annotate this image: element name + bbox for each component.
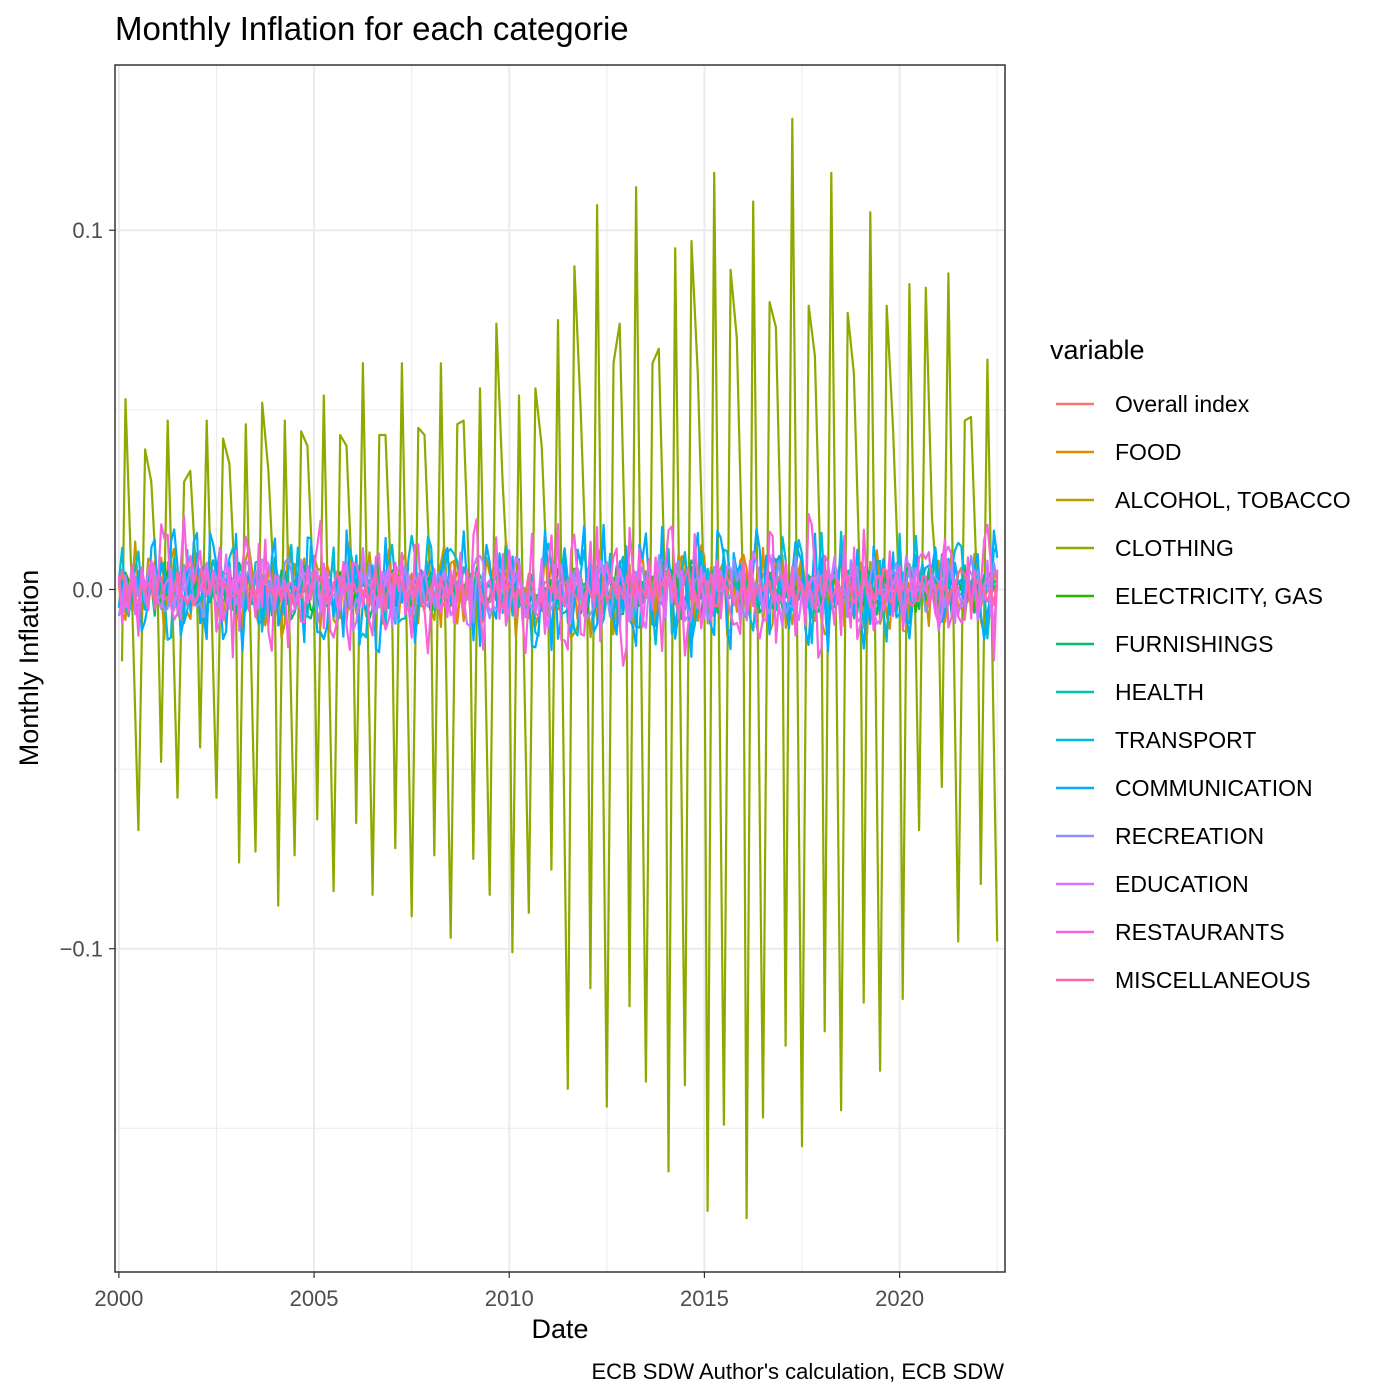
y-tick-label: −0.1	[60, 937, 103, 962]
legend-label: FOOD	[1115, 439, 1181, 465]
legend-label: ELECTRICITY, GAS	[1115, 583, 1323, 609]
legend-label: TRANSPORT	[1115, 727, 1256, 753]
legend-label: COMMUNICATION	[1115, 775, 1313, 801]
plot-background	[115, 65, 1005, 1272]
legend-title: variable	[1050, 335, 1145, 365]
legend-label: RESTAURANTS	[1115, 919, 1285, 945]
legend-label: FURNISHINGS	[1115, 631, 1273, 657]
x-axis: 2000 2005 2010 2015 2020	[94, 1272, 924, 1311]
series-line-miscellaneous	[117, 567, 999, 612]
series-lines	[117, 117, 999, 1220]
x-tick-label: 2015	[680, 1286, 729, 1311]
legend-items: Overall index FOOD ALCOHOL, TOBACCO CLOTHIN…	[1056, 391, 1351, 993]
x-tick-label: 2005	[290, 1286, 339, 1311]
legend-label: RECREATION	[1115, 823, 1264, 849]
x-tick-label: 2020	[875, 1286, 924, 1311]
plot-panel	[114, 64, 1006, 1273]
legend: variable Overall index FOOD ALCOHOL, TOBAC…	[1050, 335, 1351, 993]
legend-label: CLOTHING	[1115, 535, 1234, 561]
legend-label: EDUCATION	[1115, 871, 1249, 897]
legend-label: MISCELLANEOUS	[1115, 967, 1311, 993]
y-tick-label: 0.0	[72, 577, 103, 602]
y-tick-label: 0.1	[72, 218, 103, 243]
legend-label: HEALTH	[1115, 679, 1204, 705]
x-tick-label: 2000	[94, 1286, 143, 1311]
x-axis-title: Date	[531, 1314, 588, 1344]
legend-label: ALCOHOL, TOBACCO	[1115, 487, 1351, 513]
y-axis-title: Monthly Inflation	[14, 570, 44, 767]
chart-title: Monthly Inflation for each categorie	[115, 10, 629, 47]
y-axis: −0.1 0.0 0.1	[60, 218, 115, 962]
x-tick-label: 2010	[485, 1286, 534, 1311]
series-line-recreation	[117, 554, 999, 624]
plot-border	[114, 64, 1006, 1273]
chart-caption: ECB SDW Author's calculation, ECB SDW	[591, 1359, 1004, 1384]
legend-label: Overall index	[1115, 391, 1250, 417]
series-line-restaurants	[117, 512, 999, 667]
